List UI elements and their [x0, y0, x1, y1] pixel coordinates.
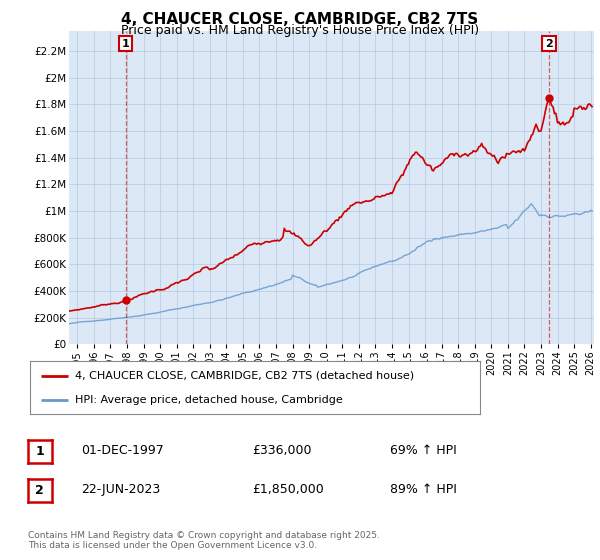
Text: 4, CHAUCER CLOSE, CAMBRIDGE, CB2 7TS: 4, CHAUCER CLOSE, CAMBRIDGE, CB2 7TS [121, 12, 479, 27]
Text: 1: 1 [122, 39, 130, 49]
Text: £336,000: £336,000 [252, 444, 311, 457]
Text: Contains HM Land Registry data © Crown copyright and database right 2025.
This d: Contains HM Land Registry data © Crown c… [28, 531, 379, 550]
Text: 2: 2 [35, 484, 44, 497]
Text: 22-JUN-2023: 22-JUN-2023 [81, 483, 160, 496]
Text: 89% ↑ HPI: 89% ↑ HPI [390, 483, 457, 496]
Text: HPI: Average price, detached house, Cambridge: HPI: Average price, detached house, Camb… [75, 395, 343, 405]
Text: Price paid vs. HM Land Registry's House Price Index (HPI): Price paid vs. HM Land Registry's House … [121, 24, 479, 36]
Text: 69% ↑ HPI: 69% ↑ HPI [390, 444, 457, 457]
Text: 01-DEC-1997: 01-DEC-1997 [81, 444, 164, 457]
Text: 2: 2 [545, 39, 553, 49]
Text: 1: 1 [35, 445, 44, 458]
Text: £1,850,000: £1,850,000 [252, 483, 324, 496]
Text: 4, CHAUCER CLOSE, CAMBRIDGE, CB2 7TS (detached house): 4, CHAUCER CLOSE, CAMBRIDGE, CB2 7TS (de… [75, 371, 414, 381]
